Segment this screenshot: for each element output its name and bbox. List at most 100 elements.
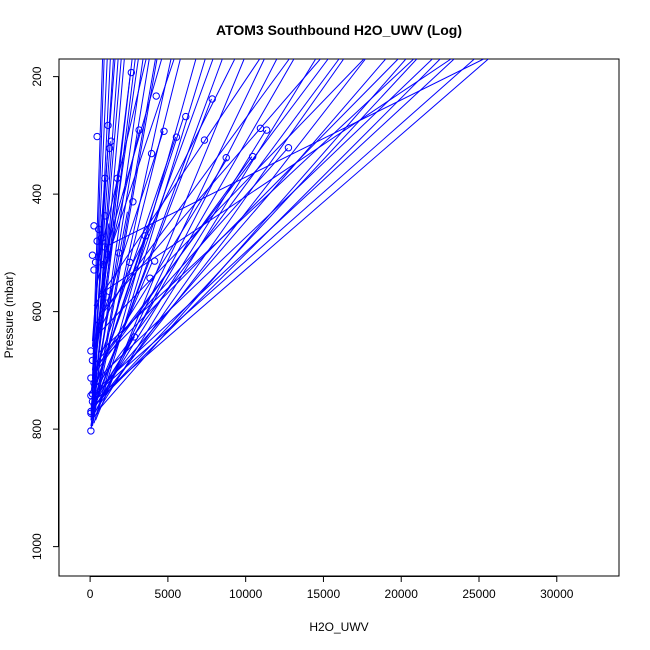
series-line-segment: [93, 59, 261, 307]
data-point: [141, 232, 150, 240]
series-line-segment: [96, 59, 407, 412]
data-point: [152, 92, 160, 100]
series-line-segment: [91, 141, 111, 389]
x-tick-label: 5000: [155, 587, 182, 601]
data-point: [87, 347, 95, 355]
series-line-segment: [95, 129, 141, 312]
data-point: [102, 293, 111, 301]
y-axis: 200 400 600 800 1000: [30, 66, 59, 560]
series-line-segment: [95, 59, 139, 359]
data-point: [200, 136, 209, 144]
series-line-segment: [96, 59, 206, 415]
data-point: [94, 394, 103, 403]
data-point: [87, 409, 95, 417]
data-point: [105, 144, 114, 153]
series-line-segment: [96, 59, 340, 386]
data-point: [90, 222, 98, 230]
series-line-segment: [93, 147, 289, 365]
series-line-segment: [98, 59, 415, 354]
data-point: [93, 132, 101, 141]
x-axis: 0 5000 10000 15000 20000 25000 30000: [87, 576, 574, 601]
series-line-segment: [91, 178, 106, 342]
y-tick-label: 600: [30, 301, 44, 321]
series-line-segment: [95, 59, 475, 395]
series-line-segment: [93, 136, 177, 377]
x-tick-label: 15000: [307, 587, 341, 601]
series-line-segment: [102, 59, 175, 271]
series-line-segment: [93, 59, 329, 371]
data-point: [262, 126, 271, 134]
data-point: [101, 174, 109, 182]
data-point: [90, 379, 98, 387]
data-point: [248, 152, 257, 161]
data-point: [87, 374, 95, 382]
series-line-segment: [95, 158, 228, 371]
data-point: [146, 274, 154, 282]
data-point: [99, 260, 108, 269]
data-point: [104, 121, 112, 130]
data-point: [115, 249, 123, 257]
data-point: [130, 333, 139, 341]
data-point: [94, 253, 103, 261]
x-tick-label: 20000: [385, 587, 419, 601]
series-line-segment: [95, 129, 267, 406]
data-point: [88, 251, 97, 259]
data-point: [113, 174, 122, 182]
x-tick-label: 0: [87, 587, 94, 601]
series-line-segment: [90, 59, 172, 430]
y-tick-label: 200: [30, 66, 44, 86]
y-axis-label: Pressure (mbar): [2, 272, 16, 359]
series-line-segment: [95, 59, 489, 401]
series-line-segment: [104, 59, 484, 248]
data-point: [87, 427, 95, 435]
series-line-segment: [96, 59, 365, 336]
series-line-segment: [98, 59, 295, 398]
data-point: [94, 225, 103, 234]
chart-title: ATOM3 Southbound H2O_UWV (Log): [216, 22, 462, 38]
series-line-segment: [99, 131, 164, 324]
x-tick-label: 25000: [462, 587, 496, 601]
y-tick-label: 800: [30, 419, 44, 439]
y-tick-label: 400: [30, 184, 44, 204]
data-point: [88, 397, 97, 406]
data-point: [284, 144, 293, 152]
x-tick-label: 10000: [229, 587, 263, 601]
data-point: [129, 198, 137, 206]
series-line-segment: [98, 59, 455, 389]
x-tick-label: 30000: [540, 587, 574, 601]
series-line-segment: [96, 156, 253, 371]
series-line-segment: [96, 59, 399, 365]
data-point: [126, 258, 134, 266]
y-tick-label: 1000: [30, 533, 44, 560]
data-point: [91, 258, 100, 266]
series-line-segment: [95, 59, 290, 324]
series-line-segment: [95, 59, 366, 406]
series-lines: [90, 59, 489, 430]
data-point: [160, 127, 168, 135]
data-point: [135, 126, 143, 134]
data-point: [127, 68, 136, 77]
series-line-segment: [90, 72, 132, 394]
x-axis-label: H2O_UWV: [309, 620, 368, 634]
series-points: [87, 68, 293, 435]
series-line-segment: [98, 59, 345, 406]
series-line-segment: [99, 59, 452, 295]
series-line-segment: [96, 59, 387, 395]
data-point: [101, 243, 109, 251]
data-point: [90, 266, 98, 274]
data-point: [182, 112, 190, 121]
data-point: [107, 137, 115, 145]
data-point: [147, 149, 156, 158]
series-line-segment: [98, 59, 147, 259]
data-point: [222, 154, 230, 162]
data-point: [208, 95, 216, 103]
data-point: [150, 257, 159, 265]
data-point: [88, 356, 97, 365]
data-point: [104, 250, 112, 259]
data-point: [172, 133, 181, 141]
data-point: [101, 212, 109, 220]
series-line-segment: [91, 59, 108, 391]
series-line-segment: [93, 98, 212, 406]
series-line-segment: [98, 336, 135, 395]
